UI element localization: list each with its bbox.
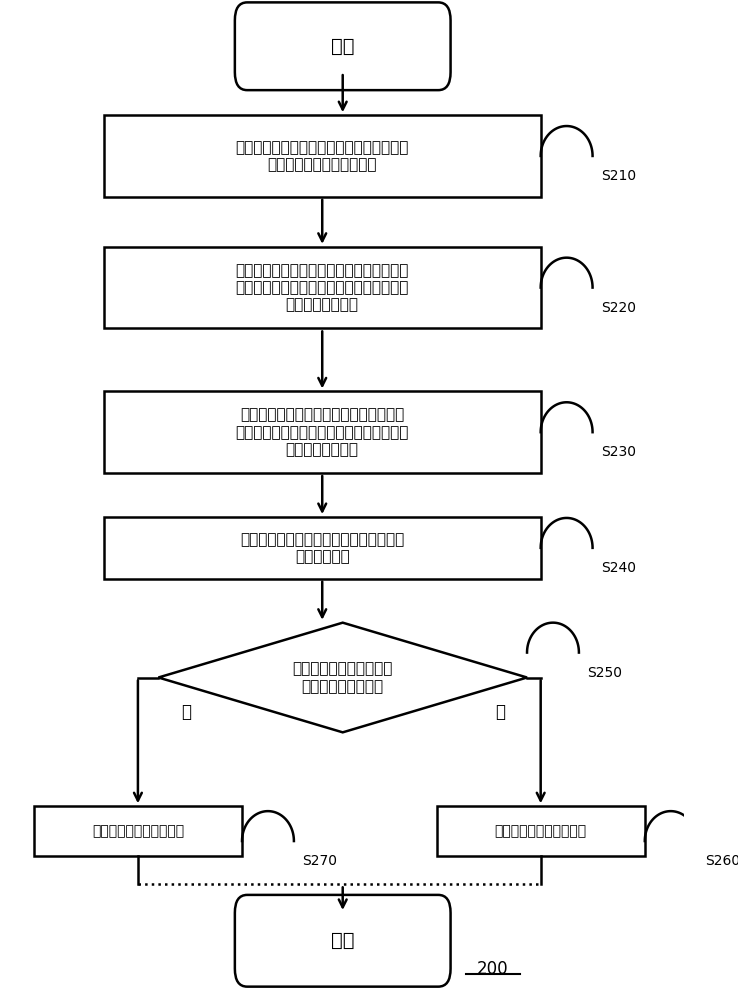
Text: S270: S270 bbox=[302, 854, 337, 868]
Bar bbox=[34, 806, 242, 856]
Text: S210: S210 bbox=[601, 169, 636, 183]
Bar bbox=[104, 115, 541, 197]
Text: 否: 否 bbox=[181, 703, 190, 721]
Text: 将待处理的自拍图像输入到人脸特征点的
卷积神经网络模型中进行预测，得到该自拍
图像的人脸特征点: 将待处理的自拍图像输入到人脸特征点的 卷积神经网络模型中进行预测，得到该自拍 图… bbox=[235, 407, 409, 457]
Text: 是: 是 bbox=[494, 703, 505, 721]
Text: S260: S260 bbox=[705, 854, 738, 868]
Bar bbox=[437, 806, 645, 856]
Text: 将所述自拍图像原样保存: 将所述自拍图像原样保存 bbox=[494, 824, 587, 838]
Text: 结束: 结束 bbox=[331, 931, 354, 950]
Text: S230: S230 bbox=[601, 445, 635, 459]
Bar bbox=[104, 247, 541, 328]
Text: 开始: 开始 bbox=[331, 37, 354, 56]
Bar bbox=[104, 391, 541, 473]
Text: 将所述自拍图像镜像保存: 将所述自拍图像镜像保存 bbox=[92, 824, 184, 838]
Text: 判断左脸的距离参数是否
大于右脸的距离参数: 判断左脸的距离参数是否 大于右脸的距离参数 bbox=[292, 661, 393, 694]
Text: S220: S220 bbox=[601, 301, 635, 315]
Bar bbox=[104, 517, 541, 579]
Text: 将已标注的训练图像集合输入卷积神经网络
进行人脸特征点的训练，得到人脸特征点的
卷积神经网络模型: 将已标注的训练图像集合输入卷积神经网络 进行人脸特征点的训练，得到人脸特征点的 … bbox=[235, 263, 409, 312]
Text: S250: S250 bbox=[587, 666, 622, 680]
Text: 根据自拍图像的人脸特征点获取左右脸的
同类距离参数: 根据自拍图像的人脸特征点获取左右脸的 同类距离参数 bbox=[240, 532, 404, 564]
FancyBboxPatch shape bbox=[235, 2, 451, 90]
Polygon shape bbox=[159, 623, 527, 732]
Text: 200: 200 bbox=[477, 960, 508, 978]
FancyBboxPatch shape bbox=[235, 895, 451, 987]
Text: S240: S240 bbox=[601, 561, 635, 575]
Text: 采集多张人脸图像并对其中的人脸特征点进
行标注，形成训练图像集合: 采集多张人脸图像并对其中的人脸特征点进 行标注，形成训练图像集合 bbox=[235, 140, 409, 172]
